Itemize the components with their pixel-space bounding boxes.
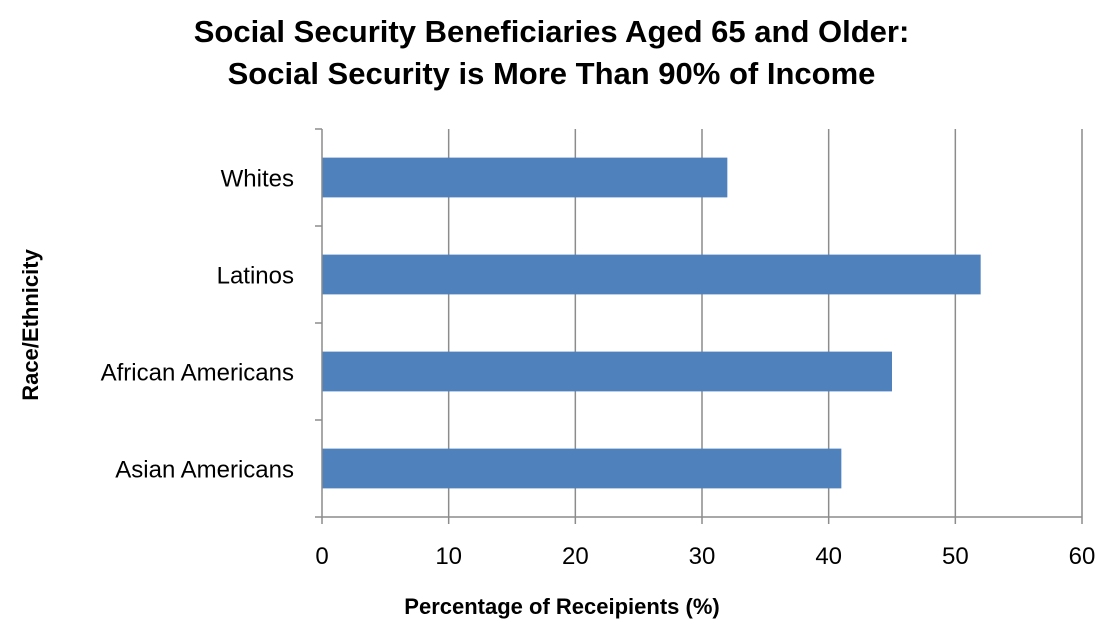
x-tick-label: 20: [562, 543, 589, 570]
y-tick-label: Whites: [221, 166, 294, 193]
bar-whites: [322, 157, 728, 198]
x-tick-label: 10: [435, 543, 462, 570]
chart-title-line-2: Social Security is More Than 90% of Inco…: [227, 56, 876, 91]
x-tick-label: 60: [1069, 543, 1096, 570]
x-tick-label: 40: [815, 543, 842, 570]
bars: [322, 157, 981, 489]
bar-latinos: [322, 254, 981, 295]
y-tick-label: Asian Americans: [115, 457, 294, 484]
x-tick-label: 50: [942, 543, 969, 570]
y-tick-label: Latinos: [217, 263, 294, 290]
x-tick-label: 0: [315, 543, 328, 570]
axes: [315, 128, 1083, 524]
chart-title-line-1: Social Security Beneficiaries Aged 65 an…: [193, 14, 910, 49]
x-axis-title: Percentage of Receipients (%): [404, 594, 719, 619]
bar-african-americans: [322, 351, 892, 392]
y-axis-title: Race/Ethnicity: [18, 248, 43, 400]
tick-labels: 0 10 20 30 40 50 60 Whites Latinos African Americ…: [101, 166, 1096, 571]
y-tick-label: African Americans: [101, 360, 294, 387]
bar-asian-americans: [322, 448, 842, 489]
x-tick-label: 30: [689, 543, 716, 570]
